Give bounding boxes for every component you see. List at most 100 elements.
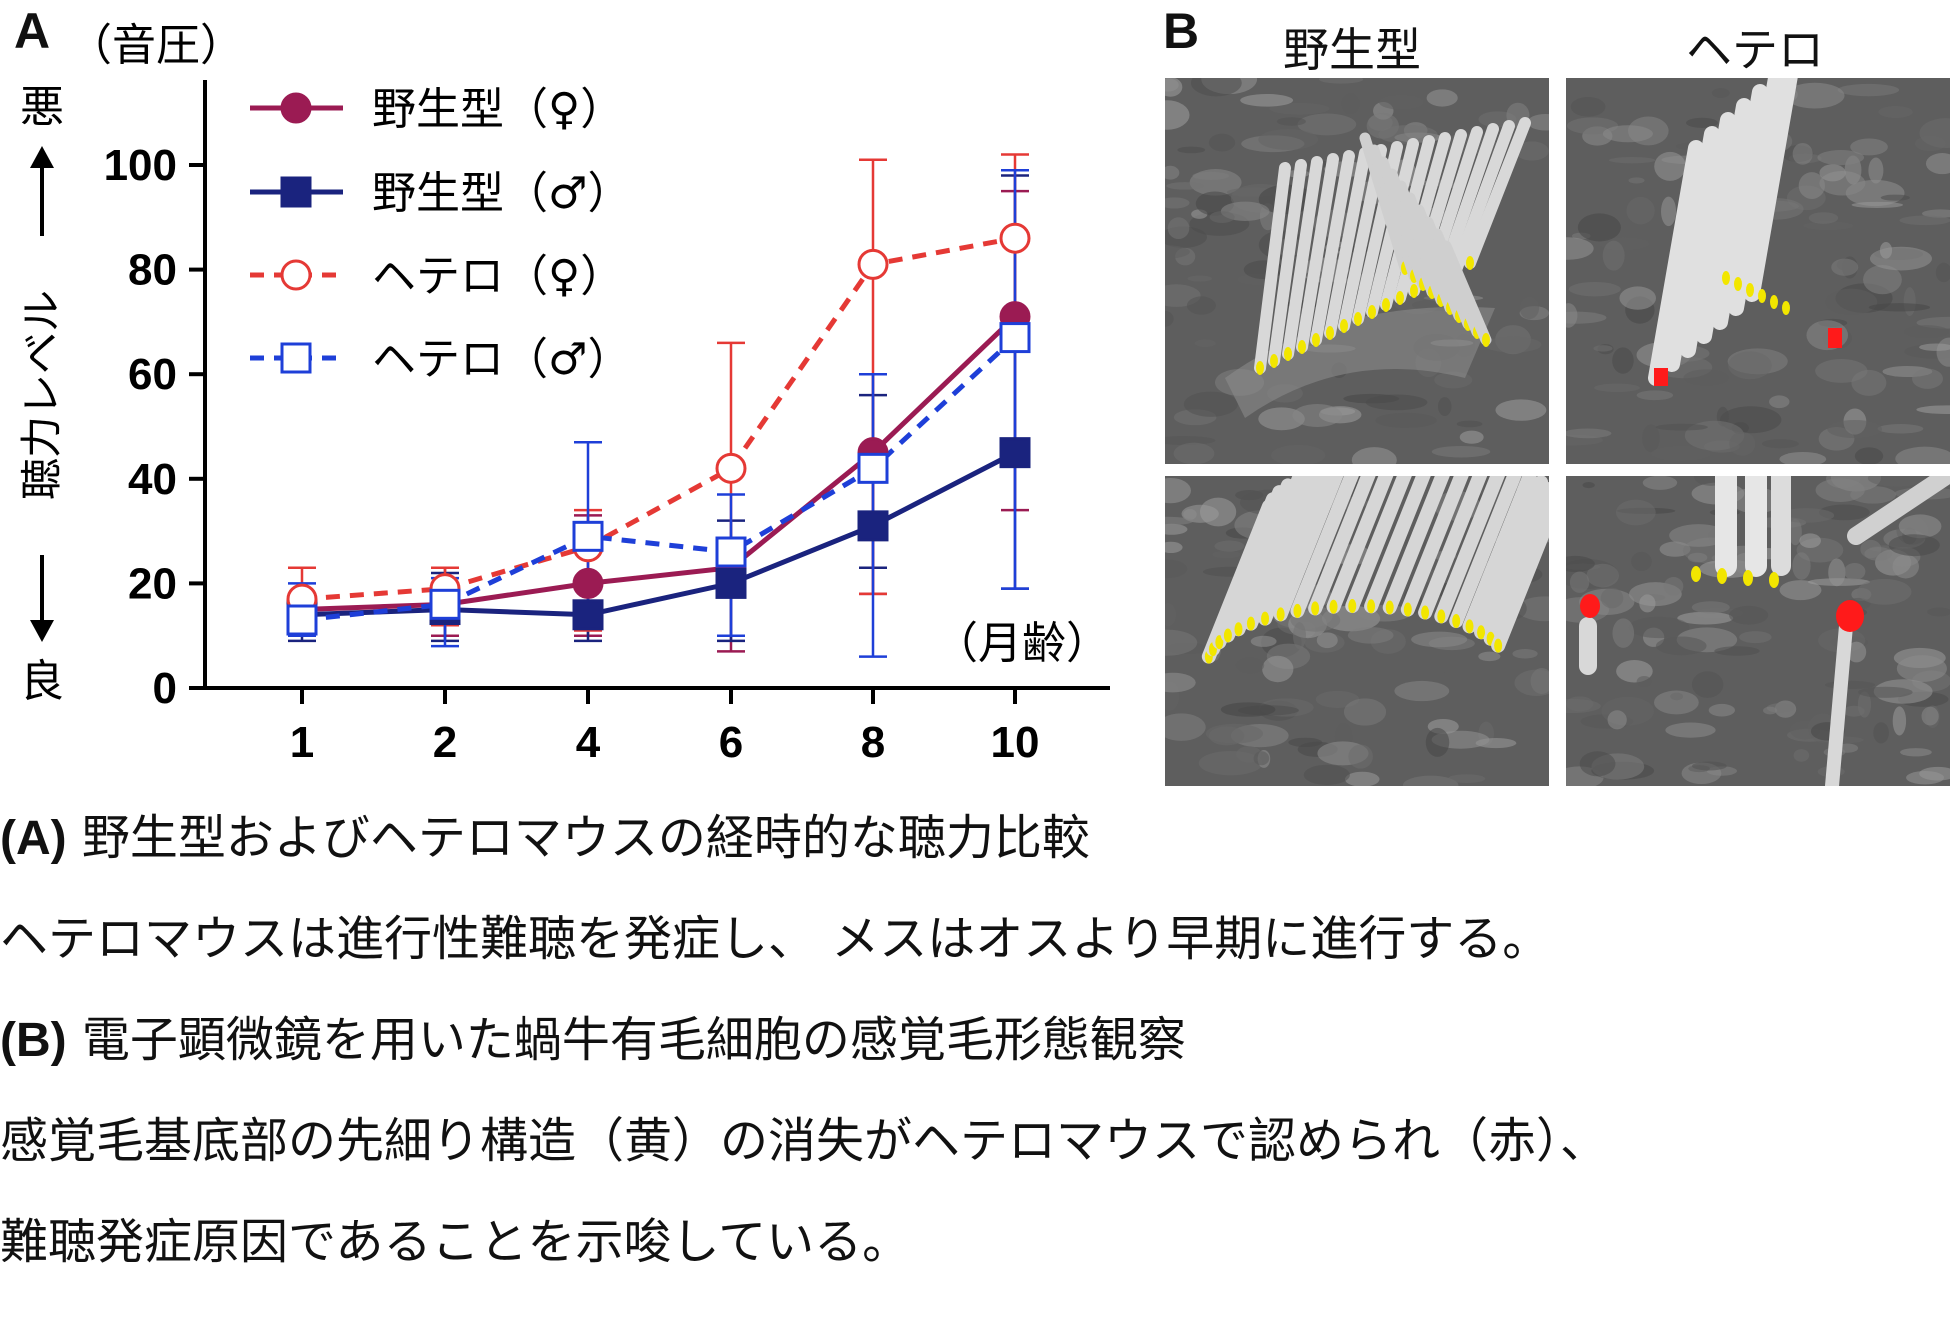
sem-texture [1879,242,1893,259]
sem-texture [1898,514,1942,539]
stereocilium [1282,156,1323,360]
sem-texture [1165,78,1183,97]
sem-texture [1341,93,1360,115]
hearing-level-chart: 0 20 40 60 80 100 1 2 4 6 8 10 野生型（♀） 野生型（♂） ヘテロ（♀） ヘテ… [17,20,1110,767]
sem-texture [1484,336,1542,353]
sem-texture [1570,96,1606,117]
sem-texture [1663,577,1684,596]
sem-texture [1173,442,1215,464]
y-tick-label: 0 [153,664,177,713]
sem-texture [1402,775,1459,786]
sem-texture [1269,102,1330,115]
stereocilium [1382,476,1450,615]
sem-texture [1586,563,1619,588]
sem-texture [1250,635,1277,647]
sem-texture [1892,554,1919,579]
sem-texture [1530,668,1549,694]
sem-texture [1214,540,1245,552]
sem-texture [1515,141,1549,161]
y-label-top: 悪 [20,82,64,133]
sem-texture [1165,165,1180,180]
tapered-tip-yellow [1437,609,1446,624]
legend-label: 野生型（♀） [372,84,624,135]
tapered-tip-yellow [1348,599,1357,614]
sem-texture [1478,651,1501,662]
tapered-tip-yellow [1246,616,1255,631]
sem-texture [1769,395,1790,409]
tapered-tip-yellow [1477,625,1486,640]
stereocilium [1268,159,1307,367]
y-label-bottom: 良 [20,656,64,707]
sem-texture [1892,706,1907,736]
series-line [301,450,1017,618]
sem-texture [1165,100,1190,130]
sem-texture [1837,83,1900,97]
data-point [572,520,604,552]
caption-line-3: (B) 電子顕微鏡を用いた蝸牛有毛細胞の感覚毛形態観察 [0,1014,1186,1068]
stereocilium [1220,478,1295,643]
sem-texture [1729,431,1756,456]
sem-texture [1803,221,1854,231]
data-point [572,567,604,599]
sem-texture [1577,213,1621,242]
sem-texture [1785,82,1845,109]
sem-texture [1318,78,1364,84]
sem-texture [1687,552,1708,563]
sem-texture [1763,706,1778,715]
tapered-tip-yellow [1691,566,1701,582]
sem-texture [1636,390,1674,401]
sem-texture [1512,648,1538,659]
sem-texture [1628,177,1645,184]
stereocilium [1364,476,1431,614]
sem-texture [1447,774,1486,784]
tapered-tip-yellow [1465,619,1474,634]
x-tick-label: 10 [991,718,1040,767]
data-point [715,452,747,484]
sem-texture [1566,428,1612,439]
sem-image-wild-top [1165,78,1549,464]
sem-texture [1594,383,1640,393]
sem-texture [1456,420,1483,428]
sem-texture [1220,702,1276,717]
sem-texture [1878,105,1913,118]
tapered-tip-yellow [1223,628,1232,643]
sem-texture [1817,149,1865,166]
sem-column-title-wild: 野生型 [1283,23,1421,77]
sem-texture [1208,133,1236,152]
sem-texture [1903,325,1950,339]
sem-texture [1927,607,1950,617]
sem-texture [1365,394,1428,411]
sem-texture [1612,347,1634,374]
tapered-tip-yellow [1722,271,1730,285]
stereocilium [1418,476,1488,620]
sem-texture [1858,686,1913,698]
sem-texture [1659,541,1691,557]
sem-texture [1850,138,1888,156]
sem-texture [1863,264,1902,295]
sem-texture [1670,692,1684,701]
tapered-tip-yellow [1367,599,1376,614]
sem-texture [1240,93,1294,107]
loss-marker-red [1580,594,1600,618]
y-tick-label: 80 [128,246,177,295]
sem-texture [1808,212,1839,224]
sem-texture [1186,296,1216,315]
data-point [999,437,1031,469]
x-axis-label: （月齢） [934,618,1110,669]
sem-texture [1375,412,1437,428]
y-tick-label: 40 [128,455,177,504]
sem-texture [1516,596,1549,622]
sem-texture [1778,508,1835,523]
stereocilium [1462,476,1537,634]
sem-texture [1527,113,1549,131]
sem-texture [1165,559,1188,579]
y-tick-label: 100 [104,141,177,190]
sem-texture [1165,672,1196,693]
sem-texture [1815,478,1865,503]
sem-texture [1165,436,1216,445]
sem-texture [1378,94,1424,110]
panel-b-letter: B [1163,3,1200,59]
data-point [999,222,1031,254]
sem-texture [1276,117,1306,126]
stereocilium [1400,476,1469,617]
